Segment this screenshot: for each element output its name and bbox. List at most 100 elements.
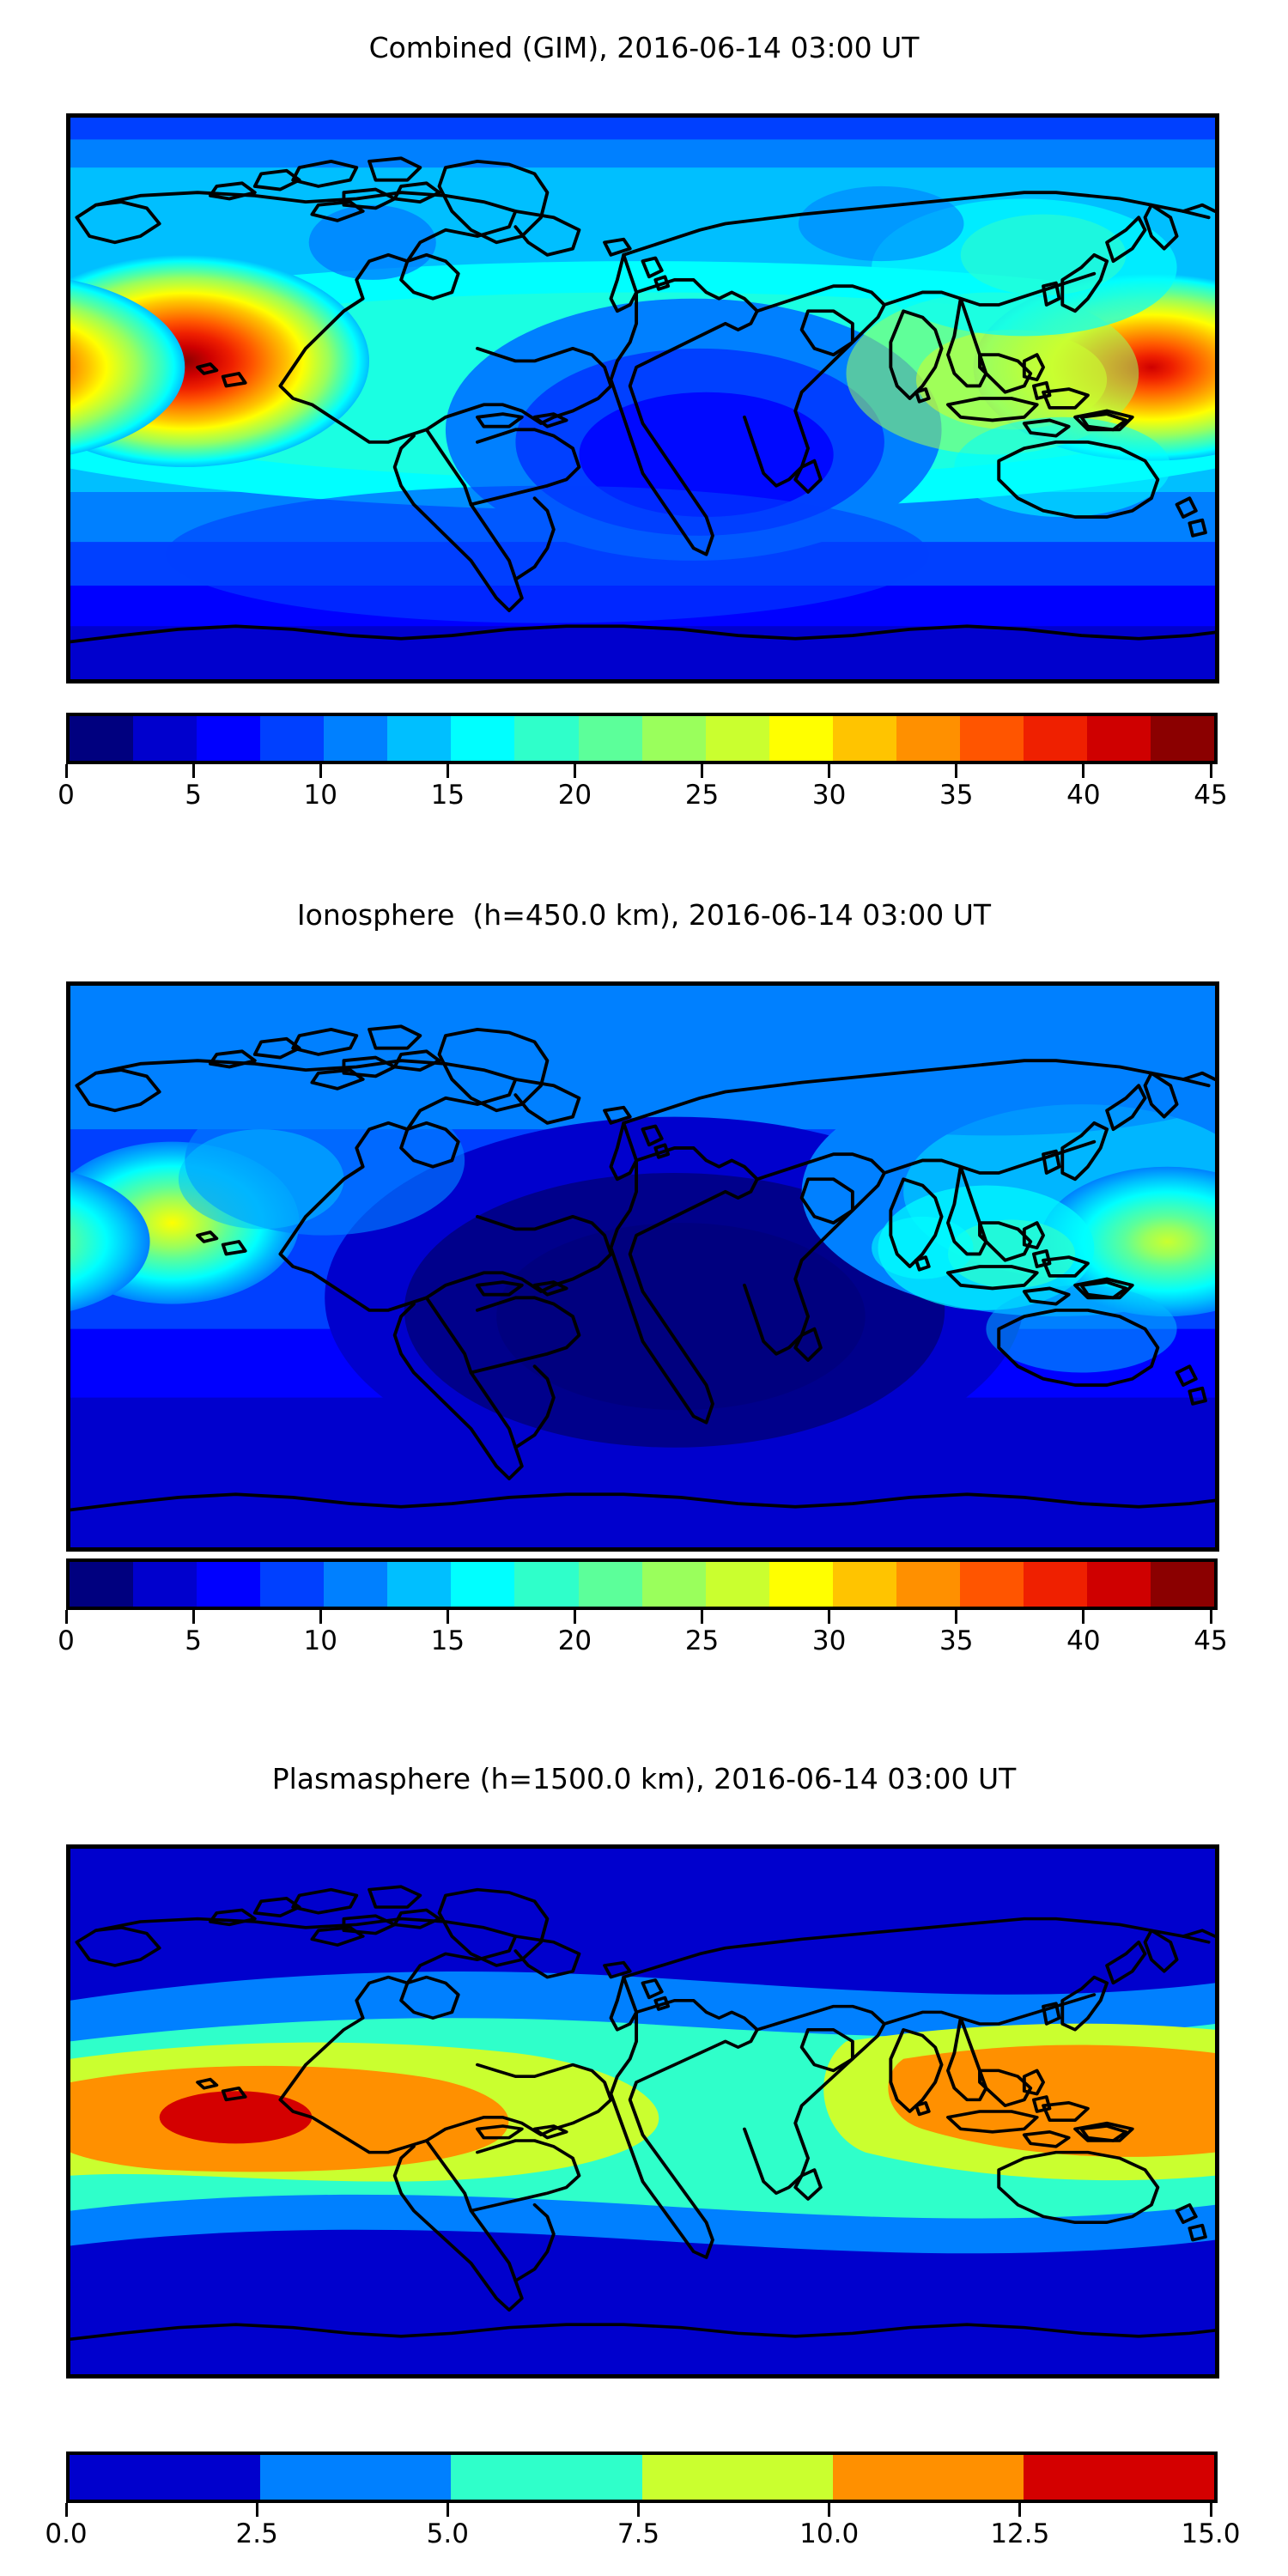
- map-combined-gim: [66, 113, 1219, 683]
- colorbar-tick: [573, 1610, 576, 1624]
- colorbar-labels-combined: 0 5 10 15 20 25 30 35 40 45: [58, 780, 1228, 814]
- colorbar-segment: [514, 1562, 579, 1607]
- colorbar-tick-label: 20: [557, 1625, 592, 1656]
- colorbar-segment: [1087, 716, 1151, 761]
- colorbar-tick: [319, 764, 322, 778]
- colorbar-ionosphere: 0 5 10 15 20 25 30 35 40 45: [58, 1558, 1228, 1660]
- colorbar-tick-label: 15: [430, 780, 465, 811]
- colorbar-tick-label: 40: [1066, 1625, 1101, 1656]
- colorbar-segment: [641, 2455, 833, 2500]
- map-plasmasphere: [66, 1844, 1219, 2379]
- colorbar-tick: [573, 764, 576, 778]
- colorbar-tick-label: 25: [684, 780, 720, 811]
- panel-plasmasphere: Plasmasphere (h=1500.0 km), 2016-06-14 0…: [0, 1762, 1288, 1795]
- colorbar-tick-label: 40: [1066, 780, 1101, 811]
- map-svg-plasmasphere: [70, 1849, 1215, 2374]
- colorbar-tick: [828, 1610, 831, 1624]
- colorbar-segment: [70, 2455, 261, 2500]
- colorbar-tick: [1018, 2503, 1022, 2517]
- colorbar-tick-label: 2.5: [235, 2518, 278, 2549]
- colorbar-tick-label: 35: [939, 1625, 974, 1656]
- colorbar-tick: [955, 1610, 958, 1624]
- colorbar-tick: [828, 764, 831, 778]
- colorbar-ticks-ionosphere: [63, 1610, 1214, 1625]
- colorbar-segment: [769, 716, 833, 761]
- colorbar-segment: [197, 1562, 261, 1607]
- colorbar-segment: [387, 716, 452, 761]
- colorbar-tick: [446, 2503, 449, 2517]
- colorbar-tick-label: 12.5: [990, 2518, 1050, 2549]
- colorbar-segment: [832, 716, 896, 761]
- colorbar-tick-label: 45: [1194, 1625, 1228, 1656]
- panel-title-combined: Combined (GIM), 2016-06-14 03:00 UT: [368, 31, 920, 64]
- colorbar-bar-plasmasphere: [66, 2451, 1218, 2503]
- colorbar-tick-label: 0: [58, 780, 75, 811]
- colorbar-segment: [641, 1562, 706, 1607]
- colorbar-tick-label: 35: [939, 780, 974, 811]
- colorbar-segment: [70, 1562, 134, 1607]
- colorbar-segment: [578, 716, 642, 761]
- colorbar-segment: [324, 716, 388, 761]
- colorbar-segment: [896, 716, 960, 761]
- colorbar-tick-label: 25: [684, 1625, 720, 1656]
- colorbar-segment: [959, 716, 1024, 761]
- colorbar-tick-label: 10: [303, 780, 337, 811]
- colorbar-segment: [197, 716, 261, 761]
- colorbar-segment: [896, 1562, 960, 1607]
- colorbar-segment: [1151, 1562, 1215, 1607]
- colorbar-segment: [260, 2455, 452, 2500]
- colorbar-tick: [1082, 1610, 1085, 1624]
- map-svg-ionosphere: [70, 986, 1215, 1547]
- colorbar-segment: [451, 1562, 515, 1607]
- colorbar-tick-label: 5.0: [426, 2518, 469, 2549]
- colorbar-tick: [955, 764, 958, 778]
- colorbar-segment: [324, 1562, 388, 1607]
- colorbar-ticks-combined: [63, 764, 1214, 780]
- colorbar-tick-label: 10: [303, 1625, 337, 1656]
- colorbar-tick: [64, 1610, 68, 1624]
- colorbar-tick-label: 5: [185, 780, 202, 811]
- colorbar-tick-label: 15.0: [1181, 2518, 1241, 2549]
- colorbar-combined: 0 5 10 15 20 25 30 35 40 45: [58, 713, 1228, 814]
- colorbar-tick: [1082, 764, 1085, 778]
- colorbar-segment: [959, 1562, 1024, 1607]
- panel-ionosphere: Ionosphere (h=450.0 km), 2016-06-14 03:0…: [0, 898, 1288, 932]
- colorbar-segment: [451, 716, 515, 761]
- colorbar-tick-label: 30: [811, 1625, 847, 1656]
- colorbar-segment: [133, 1562, 197, 1607]
- colorbar-segment: [769, 1562, 833, 1607]
- colorbar-tick: [191, 1610, 195, 1624]
- colorbar-ticks-plasmasphere: [63, 2503, 1214, 2518]
- colorbar-segment: [1023, 2455, 1215, 2500]
- colorbar-labels-plasmasphere: 0.0 2.5 5.0 7.5 10.0 12.5 15.0: [45, 2518, 1240, 2553]
- colorbar-tick: [446, 764, 449, 778]
- colorbar-segment: [70, 716, 134, 761]
- colorbar-segment: [705, 1562, 769, 1607]
- colorbar-segment: [1023, 1562, 1087, 1607]
- colorbar-tick-label: 20: [557, 780, 592, 811]
- colorbar-segment: [1087, 1562, 1151, 1607]
- colorbar-tick: [637, 2503, 640, 2517]
- colorbar-segment: [514, 716, 579, 761]
- map-ionosphere: [66, 981, 1219, 1552]
- colorbar-tick-label: 10.0: [799, 2518, 860, 2549]
- colorbar-segment: [641, 716, 706, 761]
- map-svg-combined: [70, 118, 1215, 679]
- colorbar-tick-label: 0: [58, 1625, 75, 1656]
- colorbar-segment: [832, 2455, 1024, 2500]
- colorbar-bar-combined: [66, 713, 1218, 764]
- colorbar-segment: [832, 1562, 896, 1607]
- colorbar-tick-label: 0.0: [45, 2518, 88, 2549]
- colorbar-tick: [255, 2503, 258, 2517]
- colorbar-tick: [1209, 2503, 1212, 2517]
- colorbar-tick-label: 7.5: [617, 2518, 660, 2549]
- colorbar-plasmasphere: 0.0 2.5 5.0 7.5 10.0 12.5 15.0: [45, 2451, 1241, 2553]
- colorbar-tick: [64, 764, 68, 778]
- colorbar-segment: [578, 1562, 642, 1607]
- colorbar-tick: [446, 1610, 449, 1624]
- colorbar-labels-ionosphere: 0 5 10 15 20 25 30 35 40 45: [58, 1625, 1228, 1660]
- colorbar-segment: [451, 2455, 642, 2500]
- colorbar-bar-ionosphere: [66, 1558, 1218, 1610]
- colorbar-tick: [319, 1610, 322, 1624]
